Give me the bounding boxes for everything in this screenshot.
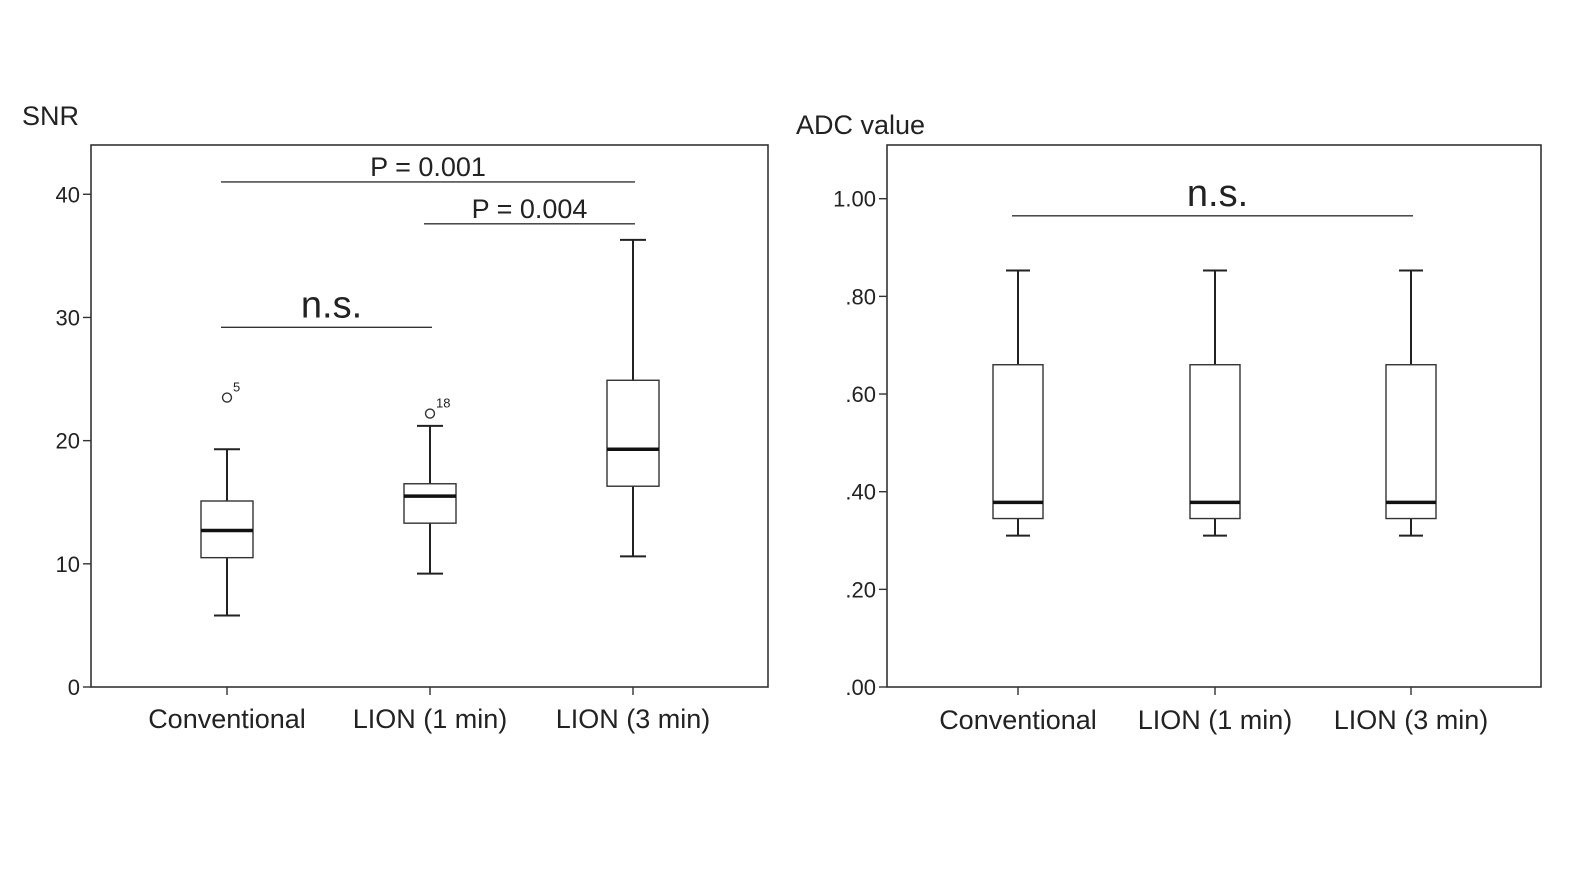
x-category-label: LION (3 min) [556, 704, 711, 734]
outlier-label: 5 [233, 380, 240, 395]
outlier-point [221, 392, 233, 403]
outlier-label: 18 [436, 396, 450, 411]
x-category-label: Conventional [148, 704, 306, 734]
y-tick-label: .40 [845, 480, 876, 505]
interquartile-box [1385, 364, 1437, 520]
chart-panel-2: ADC value .00 .20 .40 .60 .80 1.00 Conventional… [796, 110, 1542, 735]
interquartile-box [992, 364, 1044, 520]
x-category-label: LION (1 min) [1138, 705, 1293, 735]
interquartile-box [1189, 364, 1241, 520]
x-category-label: Conventional [939, 705, 1097, 735]
significance-label: n.s. [301, 284, 362, 326]
y-tick-label: 10 [56, 552, 80, 577]
y-tick-label: .20 [845, 577, 876, 602]
y-tick-label: 30 [56, 305, 80, 330]
y-axis-label: SNR [22, 101, 79, 131]
outlier-point [424, 408, 436, 419]
x-category-label: LION (3 min) [1334, 705, 1489, 735]
plot-frame [90, 144, 769, 688]
box-2: 18 [403, 396, 457, 575]
chart-panel-1: SNR 0 10 20 30 40 Conventional LION (1 min) LION… [22, 101, 769, 734]
box-1 [992, 269, 1044, 537]
plot-frame [886, 144, 1542, 688]
interquartile-box [606, 379, 660, 487]
box-3 [1385, 269, 1437, 537]
y-tick-label: .80 [845, 284, 876, 309]
x-category-label: LION (1 min) [353, 704, 508, 734]
y-axis-label: ADC value [796, 110, 925, 140]
y-tick-label: 0 [68, 675, 80, 700]
y-tick-label: .00 [845, 675, 876, 700]
y-tick-label: 20 [56, 429, 80, 454]
significance-label: P = 0.001 [370, 152, 486, 182]
significance-label: n.s. [1187, 173, 1248, 215]
box-2 [1189, 269, 1241, 537]
y-tick-label: .60 [845, 382, 876, 407]
y-tick-label: 40 [56, 182, 80, 207]
interquartile-box [403, 483, 457, 524]
box-3 [606, 238, 660, 558]
y-tick-label: 1.00 [833, 187, 876, 212]
significance-label: P = 0.004 [472, 194, 588, 224]
box-1: 5 [200, 380, 254, 617]
